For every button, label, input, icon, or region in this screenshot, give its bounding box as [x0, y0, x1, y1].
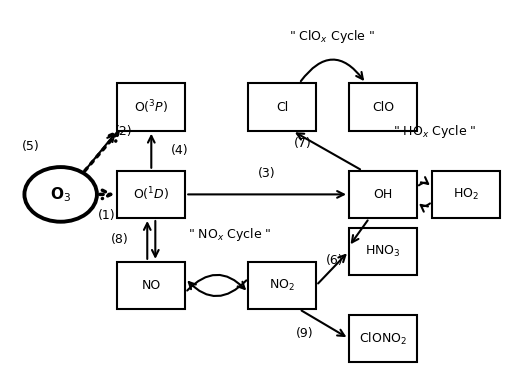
Text: (8): (8) [111, 233, 129, 246]
Text: ClONO$_2$: ClONO$_2$ [359, 331, 407, 346]
Text: NO$_2$: NO$_2$ [269, 278, 295, 293]
Text: HNO$_3$: HNO$_3$ [365, 244, 401, 259]
Text: (5): (5) [21, 141, 39, 154]
FancyBboxPatch shape [117, 84, 185, 131]
Text: (3): (3) [258, 167, 276, 180]
FancyBboxPatch shape [349, 315, 417, 362]
FancyBboxPatch shape [117, 171, 185, 218]
Text: " HO$_x$ Cycle ": " HO$_x$ Cycle " [393, 123, 476, 140]
FancyBboxPatch shape [349, 171, 417, 218]
Text: Cl: Cl [276, 100, 288, 114]
Text: OH: OH [373, 188, 392, 201]
Text: NO: NO [142, 279, 161, 292]
FancyBboxPatch shape [248, 84, 316, 131]
Text: (9): (9) [296, 327, 314, 340]
Text: " ClO$_x$ Cycle ": " ClO$_x$ Cycle " [290, 28, 376, 45]
Text: O($^1$$\it{D}$): O($^1$$\it{D}$) [133, 186, 169, 203]
Text: (7): (7) [293, 137, 311, 150]
FancyBboxPatch shape [432, 171, 500, 218]
Text: ClO: ClO [372, 100, 394, 114]
Text: " NO$_x$ Cycle ": " NO$_x$ Cycle " [188, 226, 271, 243]
Text: O$_3$: O$_3$ [50, 185, 71, 204]
FancyBboxPatch shape [349, 84, 417, 131]
Text: (1): (1) [98, 209, 116, 222]
FancyBboxPatch shape [349, 228, 417, 275]
Text: (4): (4) [171, 144, 188, 157]
Text: (6): (6) [326, 254, 344, 267]
FancyBboxPatch shape [248, 262, 316, 309]
FancyBboxPatch shape [117, 262, 185, 309]
Text: O($^3$$\it{P}$): O($^3$$\it{P}$) [134, 98, 168, 116]
Text: (2): (2) [115, 125, 132, 138]
Text: HO$_2$: HO$_2$ [453, 187, 479, 202]
Circle shape [24, 167, 97, 222]
